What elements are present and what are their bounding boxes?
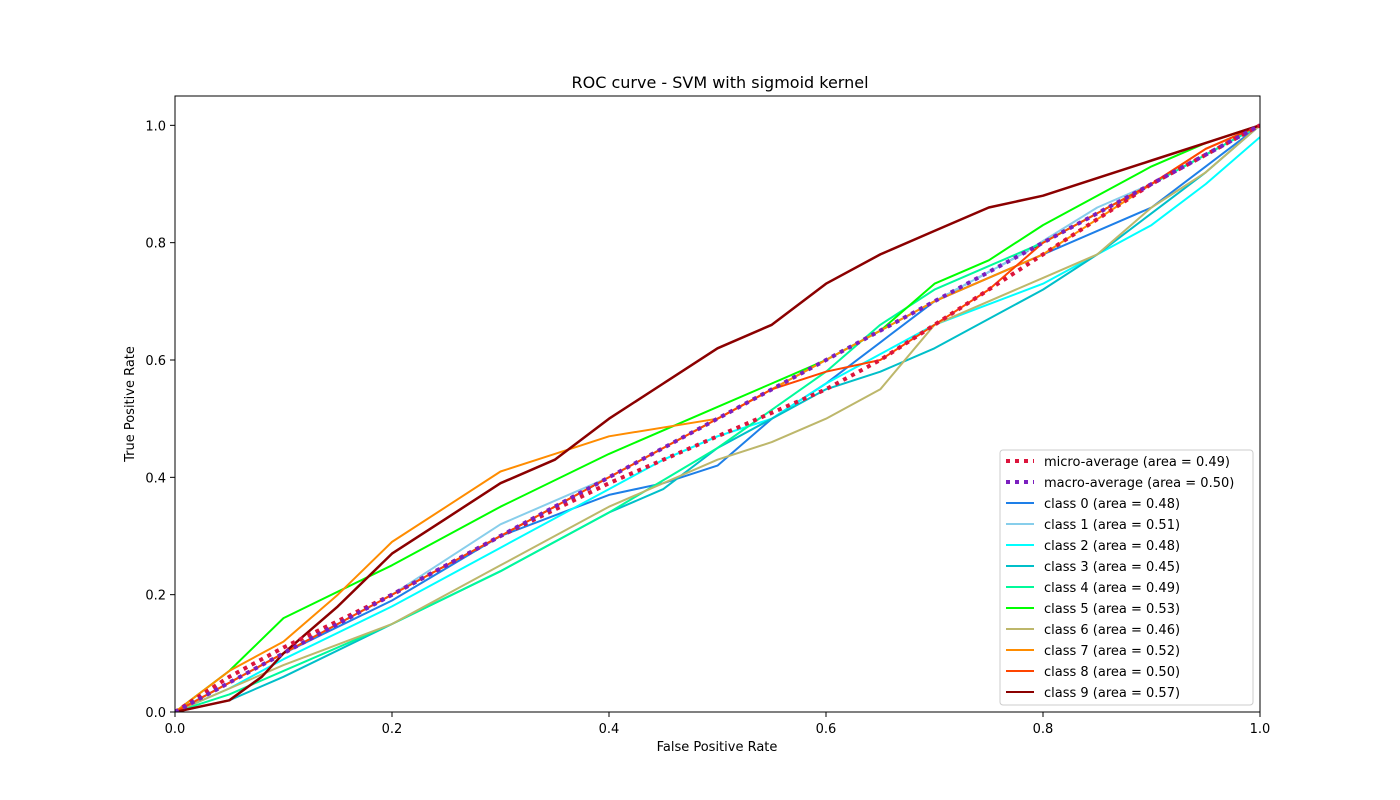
y-axis: 0.0 0.2 0.4 0.6 0.8 1.0 bbox=[145, 119, 175, 721]
series-line-11 bbox=[175, 124, 1260, 712]
legend-label: class 6 (area = 0.46) bbox=[1044, 623, 1180, 638]
y-tick-label: 0.8 bbox=[145, 237, 166, 252]
x-tick-label: 0.8 bbox=[1033, 722, 1054, 737]
legend-label: class 1 (area = 0.51) bbox=[1044, 518, 1180, 533]
series-line-0 bbox=[175, 123, 1260, 712]
series-line-10 bbox=[175, 124, 1260, 712]
series-line-9 bbox=[175, 124, 1260, 712]
x-axis: 0.0 0.2 0.4 0.6 0.8 1.0 bbox=[165, 712, 1271, 737]
y-tick-label: 0.0 bbox=[145, 706, 166, 721]
chart-title: ROC curve - SVM with sigmoid kernel bbox=[571, 73, 868, 92]
legend-label: class 0 (area = 0.48) bbox=[1044, 497, 1180, 512]
legend-label: class 5 (area = 0.53) bbox=[1044, 602, 1180, 617]
y-tick-label: 0.2 bbox=[145, 589, 166, 604]
y-tick-label: 1.0 bbox=[145, 119, 166, 134]
series-line-8 bbox=[175, 124, 1260, 712]
x-axis-label: False Positive Rate bbox=[657, 740, 778, 755]
x-tick-label: 0.0 bbox=[165, 722, 186, 737]
y-axis-label: True Positive Rate bbox=[123, 346, 138, 463]
legend-box bbox=[999, 449, 1254, 706]
legend-label: class 2 (area = 0.48) bbox=[1044, 539, 1180, 554]
legend-label: class 3 (area = 0.45) bbox=[1044, 560, 1180, 575]
y-tick-label: 0.6 bbox=[145, 354, 166, 369]
legend-label: class 4 (area = 0.49) bbox=[1044, 581, 1180, 596]
x-tick-label: 0.4 bbox=[599, 722, 620, 737]
roc-curves bbox=[175, 123, 1260, 712]
legend-label: class 9 (area = 0.57) bbox=[1044, 686, 1180, 701]
x-tick-label: 0.2 bbox=[382, 722, 403, 737]
y-tick-label: 0.4 bbox=[145, 471, 166, 486]
x-tick-label: 1.0 bbox=[1250, 722, 1271, 737]
legend-label: class 7 (area = 0.52) bbox=[1044, 644, 1180, 659]
legend: micro-average (area = 0.49) macro-average… bbox=[999, 449, 1254, 706]
legend-label: class 8 (area = 0.50) bbox=[1044, 665, 1180, 680]
legend-label: micro-average (area = 0.49) bbox=[1044, 455, 1230, 470]
x-tick-label: 0.6 bbox=[816, 722, 837, 737]
series-line-1 bbox=[175, 123, 1260, 712]
plot-frame bbox=[174, 95, 1261, 713]
legend-label: macro-average (area = 0.50) bbox=[1044, 476, 1234, 491]
